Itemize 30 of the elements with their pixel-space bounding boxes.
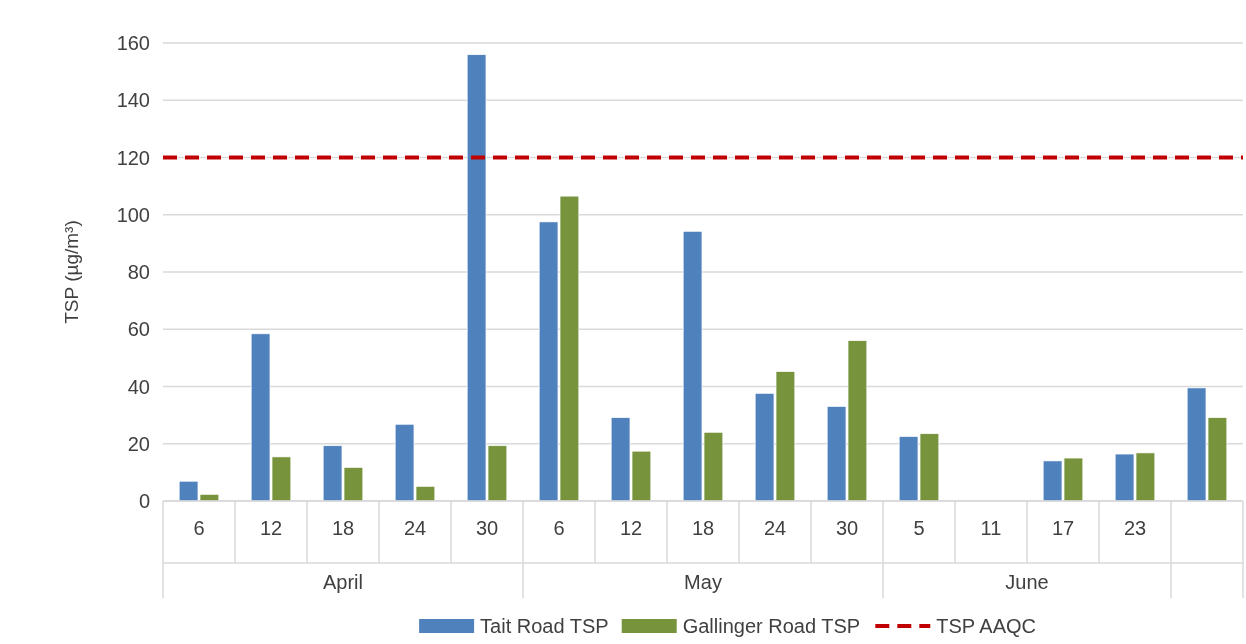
x-tick-label: 18 [691, 517, 715, 539]
legend-label: Tait Road TSP [480, 615, 609, 637]
y-tick-label: 0 [138, 490, 150, 512]
x-tick-label: 6 [193, 517, 205, 539]
x-tick-label: 6 [553, 517, 565, 539]
y-tick-label: 140 [116, 89, 150, 112]
text: April [322, 571, 364, 593]
y-tick-label: 100 [116, 203, 150, 226]
y-tick-label: 160 [116, 32, 150, 54]
x-tick-label: 12 [619, 517, 643, 539]
text: June [1005, 571, 1049, 593]
legend-label: Gallinger Road TSP [682, 615, 861, 637]
legend-label: TSP AAQC [936, 615, 1036, 637]
x-tick-label: 30 [475, 517, 499, 539]
x-tick-label: 5 [913, 517, 925, 539]
x-tick-label: 17 [1051, 517, 1075, 539]
x-tick-label: 24 [403, 517, 427, 539]
x-tick-label: 11 [980, 517, 1002, 539]
x-tick-label: 24 [763, 517, 787, 539]
y-tick-label: 40 [127, 375, 150, 398]
y-tick-label: 60 [127, 318, 150, 341]
x-tick-label: 23 [1123, 517, 1147, 539]
y-axis-title: TSP (µg/m³) [61, 220, 82, 324]
x-tick-label: 12 [259, 517, 283, 539]
y-tick-label: 80 [127, 261, 150, 283]
text: May [684, 571, 722, 593]
y-tick-label: 120 [116, 146, 150, 169]
x-tick-label: 18 [331, 517, 355, 539]
y-tick-label: 20 [127, 432, 150, 455]
x-tick-label: 30 [835, 517, 859, 539]
